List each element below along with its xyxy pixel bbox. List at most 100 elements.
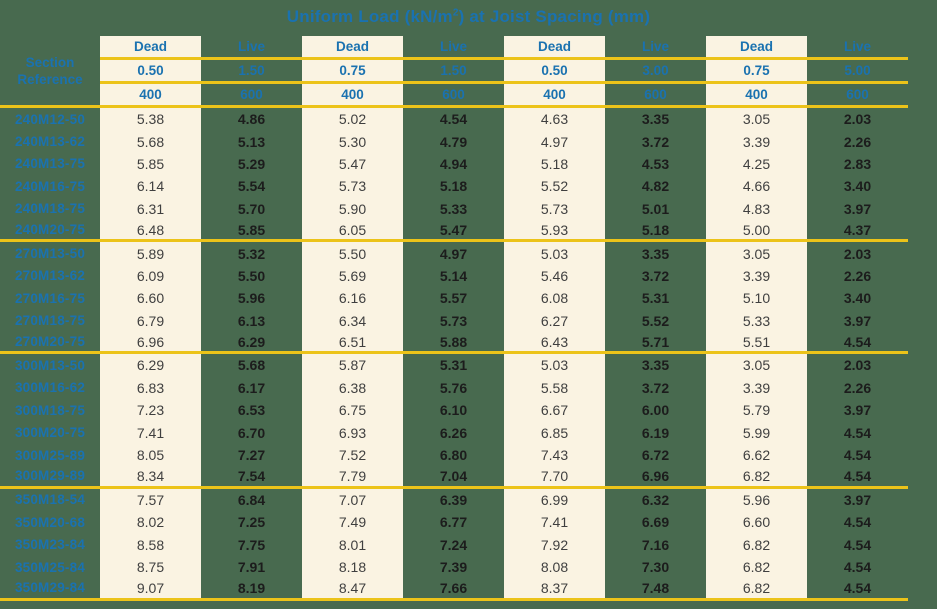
- load-value-cell: 6.62: [706, 443, 807, 467]
- load-value-cell: 8.37: [504, 578, 605, 601]
- load-value-cell: 4.54: [843, 559, 872, 575]
- section-ref-cell: 270M20-75: [0, 332, 100, 355]
- load-value-cell: 3.72: [641, 133, 670, 150]
- load-value-cell: 8.08: [504, 555, 605, 579]
- table-row: 300M29-89 8.34 7.54 7.79 7.04 7.70 6.96 6.82 4.5…: [0, 466, 908, 489]
- load-value-cell: 7.27: [237, 447, 266, 464]
- header-load-cell: 0.75: [302, 60, 403, 84]
- load-value-cell: 7.41: [504, 511, 605, 534]
- load-value-cell: 5.71: [605, 332, 706, 355]
- load-value-cell: 3.35: [641, 245, 670, 262]
- uniform-load-table: Section Reference Dead Live Dead Live Dead Li…: [0, 36, 908, 601]
- load-value-cell: 4.97: [439, 245, 468, 262]
- load-value-cell: 5.68: [237, 357, 266, 374]
- header-load-cell: 0.50: [100, 60, 201, 84]
- load-value-cell: 5.68: [100, 130, 201, 153]
- load-value-cell: 6.96: [100, 331, 201, 355]
- table-row: 350M23-84 8.58 7.75 8.01 7.24 7.92 7.16 6.82 4.5…: [0, 533, 908, 556]
- load-value-cell: 4.54: [807, 578, 908, 601]
- load-value-cell: 5.50: [237, 267, 266, 284]
- section-ref-cell: 240M20-75: [0, 220, 100, 243]
- header-type-cell: Live: [201, 36, 302, 60]
- load-value-cell: 6.31: [100, 197, 201, 220]
- load-value-cell: 8.34: [100, 466, 201, 489]
- load-value-cell: 6.75: [302, 399, 403, 422]
- table-row: 270M20-75 6.96 6.29 6.51 5.88 6.43 5.71 5.51 4.5…: [0, 331, 908, 355]
- title-text: Uniform Load (kN/m: [286, 7, 453, 26]
- load-value-cell: 5.73: [302, 175, 403, 198]
- load-value-cell: 5.88: [403, 332, 504, 355]
- load-value-cell: 6.17: [237, 379, 266, 396]
- load-value-cell: 2.03: [843, 111, 872, 128]
- load-value-cell: 5.47: [403, 220, 504, 243]
- section-reference-header: Section Reference: [17, 54, 83, 87]
- load-value-cell: 3.39: [706, 130, 807, 153]
- load-value-cell: 6.96: [605, 466, 706, 489]
- table-row: 240M12-50 5.38 4.86 5.02 4.54 4.63 3.35 3.05 2.0…: [0, 108, 908, 131]
- load-value-cell: 4.54: [807, 332, 908, 355]
- load-value-cell: 4.83: [706, 197, 807, 220]
- load-value-cell: 7.43: [504, 443, 605, 467]
- header-spacing-cell: 400: [100, 84, 201, 108]
- load-value-cell: 6.67: [504, 399, 605, 422]
- load-value-cell: 5.54: [237, 178, 266, 195]
- load-value-cell: 2.03: [843, 245, 872, 262]
- load-value-cell: 8.05: [100, 443, 201, 467]
- load-value-cell: 5.89: [100, 242, 201, 265]
- load-value-cell: 5.90: [302, 197, 403, 220]
- table-row: 270M18-75 6.79 6.13 6.34 5.73 6.27 5.52 5.33 3.9…: [0, 309, 908, 332]
- section-ref-cell: 240M13-75: [14, 156, 86, 172]
- load-value-cell: 5.18: [504, 152, 605, 176]
- load-value-cell: 3.72: [641, 267, 670, 284]
- load-value-cell: 6.85: [504, 421, 605, 444]
- header-spacing-row: 400 600 400 600 400 600 400 600: [0, 84, 908, 108]
- load-value-cell: 6.93: [302, 421, 403, 444]
- load-value-cell: 4.82: [641, 178, 670, 195]
- header-spacing-cell: 400: [504, 84, 605, 108]
- load-value-cell: 4.97: [504, 130, 605, 153]
- load-value-cell: 7.48: [605, 578, 706, 601]
- header-load-cell: 5.00: [807, 60, 908, 84]
- load-value-cell: 6.19: [641, 424, 670, 441]
- load-value-cell: 6.79: [100, 309, 201, 332]
- load-value-cell: 7.16: [641, 536, 670, 553]
- section-ref-cell: 350M25-84: [14, 559, 86, 575]
- load-value-cell: 5.58: [504, 376, 605, 400]
- load-value-cell: 5.46: [504, 264, 605, 288]
- load-value-cell: 5.85: [201, 220, 302, 243]
- load-value-cell: 5.96: [237, 290, 266, 307]
- table-row: 300M25-89 8.05 7.27 7.52 6.80 7.43 6.72 6.62 4.5…: [0, 443, 908, 467]
- table-row: 240M13-75 5.85 5.29 5.47 4.94 5.18 4.53 4.25 2.8…: [0, 152, 908, 176]
- load-value-cell: 5.70: [237, 200, 266, 217]
- table-row: 300M13-50 6.29 5.68 5.87 5.31 5.03 3.35 3.05 2.0…: [0, 354, 908, 377]
- section-ref-cell: 350M29-84: [0, 578, 100, 601]
- section-ref-cell: 300M25-89: [14, 447, 86, 463]
- load-value-cell: 6.60: [100, 287, 201, 310]
- section-ref-cell: 270M18-75: [14, 313, 86, 329]
- load-value-cell: 6.80: [439, 447, 468, 464]
- load-value-cell: 4.54: [843, 447, 872, 464]
- load-value-cell: 4.63: [504, 108, 605, 131]
- load-value-cell: 4.25: [706, 152, 807, 176]
- load-value-cell: 3.05: [706, 354, 807, 377]
- load-value-cell: 6.84: [237, 491, 266, 508]
- load-value-cell: 6.10: [439, 402, 468, 419]
- load-value-cell: 7.25: [237, 514, 266, 531]
- load-value-cell: 8.02: [100, 511, 201, 534]
- load-value-cell: 3.39: [706, 376, 807, 400]
- load-value-cell: 3.35: [641, 111, 670, 128]
- table-row: 350M29-84 9.07 8.19 8.47 7.66 8.37 7.48 6.82 4.5…: [0, 578, 908, 601]
- load-value-cell: 6.60: [706, 511, 807, 534]
- table-row: 350M25-84 8.75 7.91 8.18 7.39 8.08 7.30 6.82 4.5…: [0, 555, 908, 579]
- load-value-cell: 3.97: [843, 200, 872, 217]
- header-type-cell: Live: [605, 36, 706, 60]
- load-value-cell: 4.54: [843, 424, 872, 441]
- load-value-cell: 7.07: [302, 488, 403, 512]
- load-value-cell: 6.43: [504, 331, 605, 355]
- load-value-cell: 3.97: [843, 491, 872, 508]
- load-value-cell: 5.87: [302, 354, 403, 377]
- load-value-cell: 3.05: [706, 242, 807, 265]
- load-value-cell: 6.72: [641, 447, 670, 464]
- load-value-cell: 8.75: [100, 555, 201, 579]
- load-value-cell: 7.52: [302, 443, 403, 467]
